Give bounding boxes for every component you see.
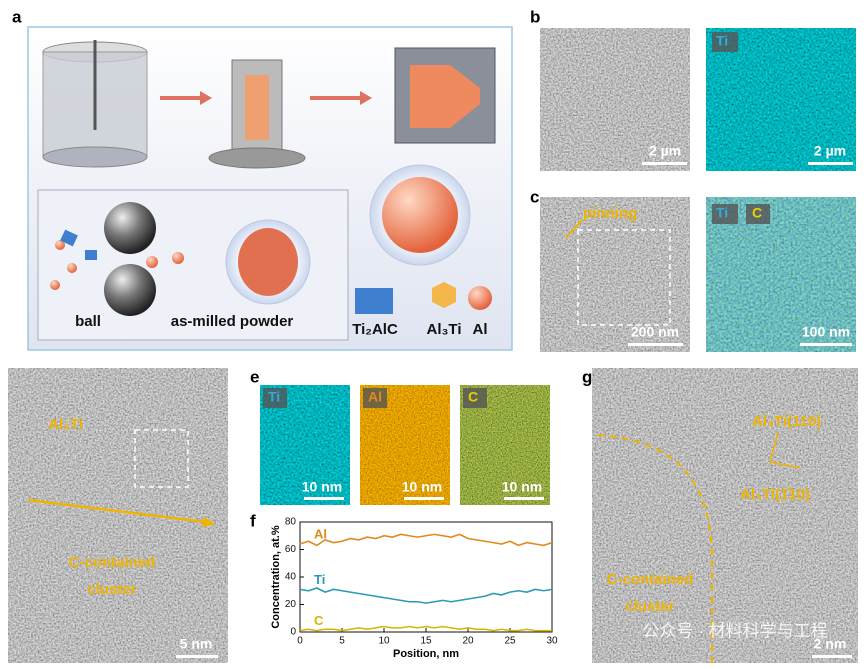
scale-bar-label: 2 µm (649, 143, 681, 159)
arrow-head (202, 517, 216, 527)
element-tag: Ti (268, 389, 280, 405)
plane-marker (769, 431, 801, 469)
y-tick-label: 0 (290, 627, 296, 638)
plane-label: Al₃Ti(110) (752, 413, 821, 430)
y-tick-label: 80 (285, 517, 297, 528)
scale-bar-label: 2 nm (814, 636, 847, 652)
scale-bar-label: 2 µm (814, 143, 846, 159)
scale-bar (404, 497, 444, 500)
panel-label: g (582, 367, 592, 386)
schematic-text: ball (75, 313, 101, 330)
scale-bar-label: 10 nm (402, 479, 442, 495)
hrtem-image (8, 368, 228, 663)
scale-bar (642, 162, 687, 165)
scale-bar-label: 10 nm (502, 479, 542, 495)
hrtem-image (592, 368, 858, 663)
sem-image (540, 197, 690, 352)
panel-label: f (250, 511, 256, 530)
element-tag: C (468, 389, 478, 405)
legend-label: Al₃Ti (427, 321, 462, 338)
y-axis-label: Concentration, at.% (270, 525, 282, 629)
tag-box (363, 388, 387, 408)
legend-label: Al (473, 321, 488, 338)
series-line (299, 625, 552, 632)
panel-label: b (530, 7, 540, 26)
dashed-box (134, 429, 189, 488)
scale-bar (812, 655, 852, 658)
series-label: Ti (314, 572, 325, 587)
profile-arrow (27, 498, 207, 524)
arrow (565, 219, 583, 239)
tag-box (263, 388, 287, 408)
schematic (37, 40, 496, 341)
scale-bar (304, 497, 344, 500)
y-tick-label: 60 (285, 544, 297, 555)
tag-box (712, 204, 738, 224)
panel-label: a (12, 7, 22, 26)
tag-box (712, 32, 738, 52)
scale-bar (176, 655, 218, 658)
phase-label: Al₃Ti (48, 416, 83, 433)
line-chart: f 0 20 40 60 80 0 5 10 15 20 25 30 Position, nm Concen… (250, 511, 558, 659)
scale-bar (504, 497, 544, 500)
region-label: cluster (625, 598, 674, 615)
region-label: C-contained (607, 571, 694, 588)
series-label: Al (314, 526, 327, 541)
region-label: cluster (87, 581, 136, 598)
eds-maps: Ti 10 nm Al 10 nm C 10 nm (260, 385, 550, 505)
plane-label: Al₃Ti(1̄10) (740, 486, 810, 503)
x-tick-label: 5 (339, 636, 345, 647)
scale-bar-label: 100 nm (802, 324, 850, 340)
y-tick-label: 20 (285, 599, 297, 610)
sem-image (540, 28, 690, 171)
region-label: C-contained (69, 554, 156, 571)
scale-bar (808, 162, 853, 165)
x-tick-label: 25 (504, 636, 516, 647)
series-label: C (314, 613, 324, 628)
tag-box (463, 388, 487, 408)
legend-label: Ti₂AlC (352, 321, 398, 338)
scale-bar-label: 5 nm (180, 636, 213, 652)
series-line (299, 587, 553, 604)
element-tag: Ti (716, 33, 728, 49)
x-tick-label: 20 (462, 636, 474, 647)
scale-bar-label: 10 nm (302, 479, 342, 495)
plot-frame (299, 521, 553, 633)
y-tick-label: 40 (285, 572, 297, 583)
watermark: 公众号 · 材料科学与工程 (642, 621, 827, 640)
schematic-text: as-milled powder (171, 313, 294, 330)
boundary (597, 434, 713, 663)
panel-label: c (530, 187, 539, 206)
x-axis-label: Position, nm (393, 648, 459, 660)
scale-bar-label: 200 nm (631, 324, 679, 340)
x-tick-label: 10 (378, 636, 390, 647)
dashed-box (577, 229, 671, 326)
tag-box (746, 204, 770, 224)
element-tag: Al (368, 389, 382, 405)
annotation: pinning (583, 205, 637, 222)
x-tick-label: 30 (546, 636, 558, 647)
element-tag: Ti (716, 205, 728, 221)
series-line (299, 533, 553, 547)
scale-bar (628, 343, 683, 346)
element-tag: C (752, 205, 762, 221)
panel-label: e (250, 367, 259, 386)
scale-bar (800, 343, 852, 346)
x-tick-label: 0 (297, 636, 303, 647)
x-tick-label: 15 (420, 636, 432, 647)
